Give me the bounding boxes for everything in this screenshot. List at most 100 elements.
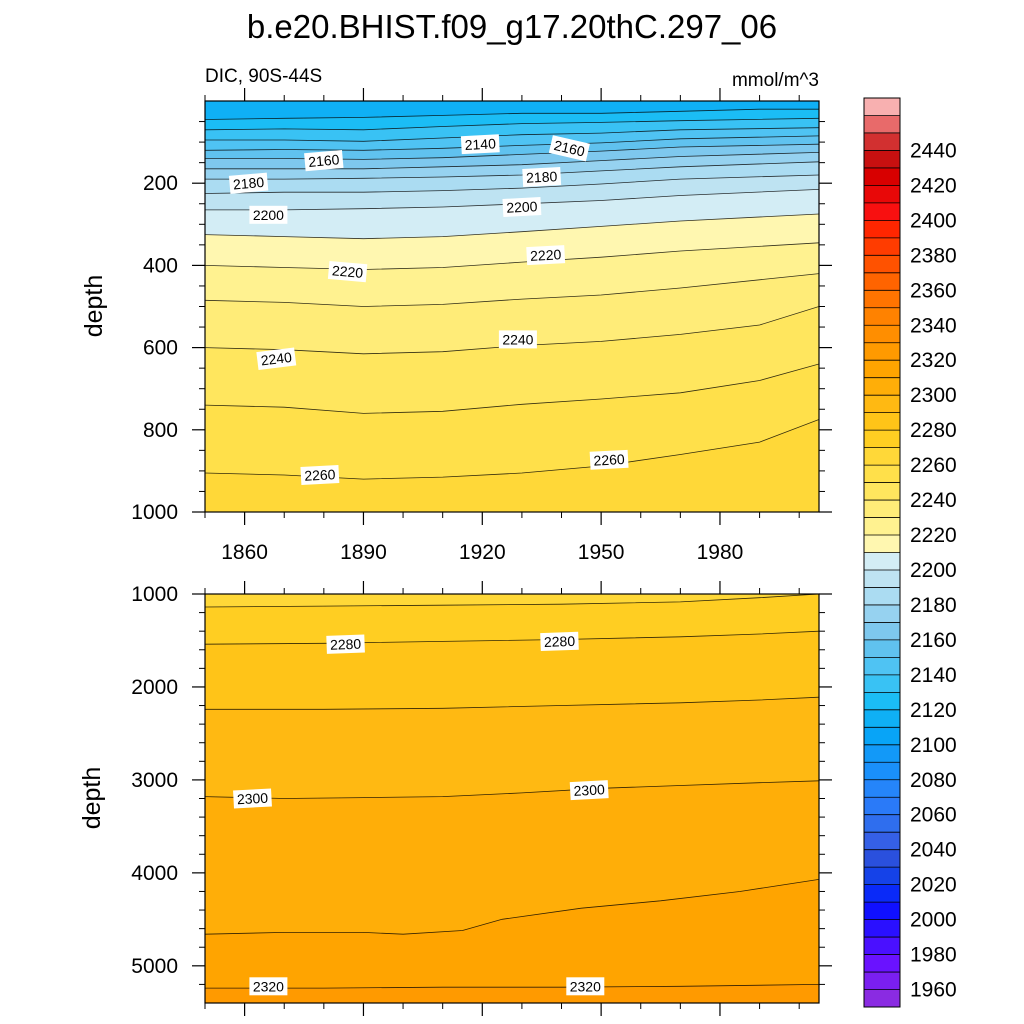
contour-label: 2160 bbox=[304, 149, 344, 172]
colorbar-label: 2140 bbox=[910, 664, 957, 687]
contour-label-box bbox=[460, 134, 500, 155]
colorbar-swatch bbox=[864, 814, 900, 833]
colorbar-swatch bbox=[864, 552, 900, 571]
contour-label-text: 2180 bbox=[232, 174, 265, 193]
colorbar-swatch bbox=[864, 255, 900, 274]
contour-label-box bbox=[327, 260, 368, 283]
colorbar-swatch bbox=[864, 674, 900, 693]
contour-label: 2240 bbox=[498, 330, 537, 349]
colorbar-swatch bbox=[864, 954, 900, 973]
contour-line bbox=[205, 984, 819, 989]
contour-label-box bbox=[326, 634, 365, 654]
colorbar-swatch bbox=[864, 937, 900, 955]
colorbar-swatch bbox=[864, 779, 900, 798]
colorbar-swatch bbox=[864, 220, 900, 239]
lower-axes: 1000 2000 3000 4000 5000 bbox=[131, 581, 832, 1016]
contour-label-text: 2220 bbox=[331, 262, 364, 281]
colorbar-swatch bbox=[864, 832, 900, 851]
contour-label-text: 2180 bbox=[526, 168, 558, 186]
colorbar-swatch bbox=[864, 867, 900, 886]
colorbar-swatch bbox=[864, 150, 900, 169]
colorbar-swatch bbox=[864, 989, 900, 1008]
contour-label: 2240 bbox=[256, 347, 297, 370]
colorbar-swatch bbox=[864, 902, 900, 920]
upper-y-axis-title: depth bbox=[80, 275, 108, 338]
contour-label-box bbox=[249, 205, 288, 224]
colorbar-label: 2080 bbox=[910, 769, 957, 792]
y-tick-label: 5000 bbox=[131, 955, 178, 978]
colorbar-swatch bbox=[864, 622, 900, 641]
contour-label-text: 2160 bbox=[308, 151, 341, 170]
y-tick-label: 1000 bbox=[131, 501, 178, 524]
contour-label-box bbox=[540, 631, 579, 652]
colorbar-swatch bbox=[864, 482, 900, 501]
colorbar-label: 2340 bbox=[910, 314, 957, 337]
contour-label-box bbox=[304, 149, 344, 172]
colorbar-swatch bbox=[864, 604, 900, 623]
x-tick-label: 1950 bbox=[578, 541, 625, 564]
contour-label-box bbox=[589, 449, 629, 470]
colorbar-label: 2380 bbox=[910, 244, 957, 267]
contour-line bbox=[205, 143, 819, 160]
colorbar-swatch bbox=[864, 639, 900, 658]
upper-axes: 1860 1890 1920 1950 1980 200 400 600 800 1000 bbox=[131, 88, 832, 564]
colorbar-swatch bbox=[864, 360, 900, 379]
contour-label: 2200 bbox=[502, 197, 542, 217]
colorbar-swatch bbox=[864, 272, 900, 291]
subtitle-right: mmol/m^3 bbox=[732, 70, 819, 91]
colorbar-label: 2180 bbox=[910, 594, 957, 617]
contour-label: 2140 bbox=[460, 134, 500, 155]
colorbar-label: 2240 bbox=[910, 489, 957, 512]
x-tick-label: 1980 bbox=[697, 541, 744, 564]
colorbar-label: 2320 bbox=[910, 349, 957, 372]
contour-line bbox=[205, 117, 819, 131]
contour-line bbox=[205, 879, 819, 935]
contour-label: 2220 bbox=[327, 260, 368, 283]
colorbar-swatch bbox=[864, 762, 900, 781]
colorbar-swatch bbox=[864, 849, 900, 868]
contour-label-box bbox=[233, 788, 272, 809]
contour-label-text: 2320 bbox=[253, 978, 284, 994]
contour-line bbox=[205, 594, 819, 608]
contour-label-box bbox=[522, 167, 562, 187]
colorbar-swatch bbox=[864, 727, 900, 746]
colorbar-label: 2220 bbox=[910, 524, 957, 547]
colorbar-label: 2300 bbox=[910, 384, 957, 407]
y-tick-label: 600 bbox=[143, 337, 178, 360]
colorbar-swatch bbox=[864, 237, 900, 256]
contour-label-box bbox=[300, 465, 340, 485]
x-tick-label: 1860 bbox=[221, 541, 268, 564]
contour-label: 2320 bbox=[566, 977, 605, 996]
contour-label-text: 2320 bbox=[570, 978, 601, 994]
contour-label: 2280 bbox=[326, 634, 365, 654]
colorbar-label: 2100 bbox=[910, 734, 957, 757]
colorbar-swatch bbox=[864, 202, 900, 221]
contour-label-text: 2220 bbox=[530, 246, 562, 264]
colorbar-swatch bbox=[864, 98, 900, 116]
colorbar-swatch bbox=[864, 447, 900, 466]
contour-label-text: 2140 bbox=[464, 135, 496, 153]
figure-title: b.e20.BHIST.f09_g17.20thC.297_06 bbox=[247, 8, 777, 45]
colorbar-label: 2280 bbox=[910, 419, 957, 442]
contour-band bbox=[205, 696, 819, 799]
contour-label: 2260 bbox=[300, 465, 340, 485]
upper-filled-contours bbox=[205, 101, 819, 512]
contour-line bbox=[205, 780, 819, 799]
colorbar-swatch bbox=[864, 115, 900, 134]
colorbar-swatch bbox=[864, 185, 900, 204]
contour-line bbox=[205, 152, 819, 170]
contour-label-text: 2200 bbox=[253, 207, 284, 223]
colorbar-label: 2060 bbox=[910, 804, 957, 827]
contour-label: 2180 bbox=[522, 167, 562, 187]
contour-line bbox=[205, 174, 819, 194]
colorbar-swatch bbox=[864, 342, 900, 361]
colorbar-label: 2400 bbox=[910, 209, 957, 232]
contour-label-text: 2300 bbox=[573, 781, 605, 799]
y-tick-label: 1000 bbox=[131, 583, 178, 606]
contour-line bbox=[205, 108, 819, 120]
contour-line bbox=[205, 242, 819, 270]
x-tick-label: 1890 bbox=[340, 541, 387, 564]
contour-label: 2200 bbox=[249, 205, 288, 224]
colorbar-swatch bbox=[864, 587, 900, 606]
lower-contour-lines bbox=[205, 594, 819, 989]
